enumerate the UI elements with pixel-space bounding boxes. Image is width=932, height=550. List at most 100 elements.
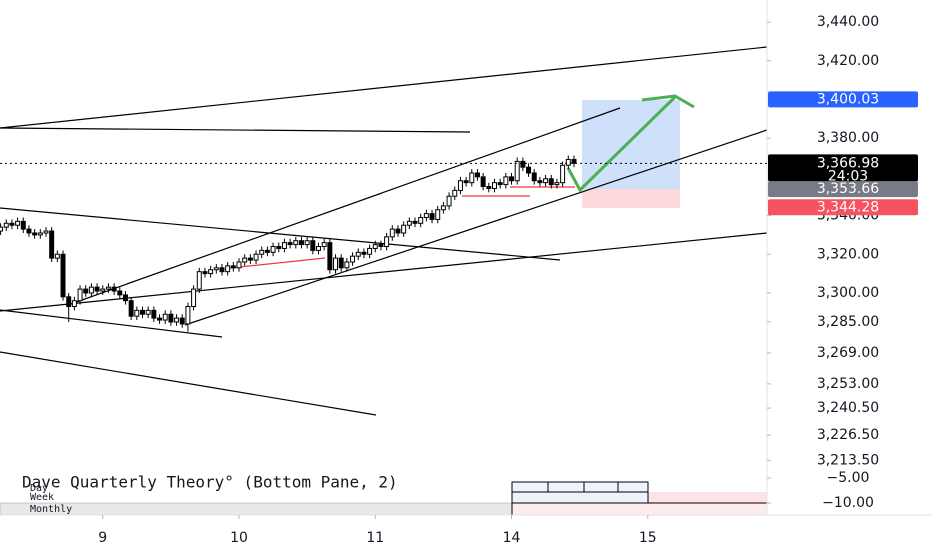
candle-body: [378, 244, 384, 248]
price-badge-label: 3,344.28: [817, 199, 879, 215]
candle-body: [32, 232, 38, 236]
candle-body: [514, 160, 520, 182]
x-tick-label: 9: [98, 530, 107, 546]
candle-body: [509, 176, 515, 182]
candle-body: [0, 226, 4, 232]
candle-body: [469, 172, 475, 184]
trend-line: [0, 309, 223, 338]
candle-body: [452, 189, 458, 197]
candle-body: [520, 160, 526, 168]
indicator-box: [511, 502, 768, 516]
candle-body: [486, 186, 492, 189]
candle-body: [435, 209, 441, 220]
trend-line: [0, 351, 377, 416]
candle-body: [304, 240, 310, 246]
candle-body: [298, 240, 304, 246]
candle-body: [196, 271, 202, 290]
candle-body: [333, 257, 339, 271]
indicator-title: Dave Quarterly Theory° (Bottom Pane, 2): [22, 473, 398, 492]
candle-body: [20, 220, 26, 230]
candle-body: [537, 180, 543, 184]
candle-body: [474, 172, 480, 178]
indicator-pane: Day Week Monthly Dave Quarterly Theory° …: [0, 473, 768, 516]
candle-body: [361, 251, 367, 255]
indicator-row-label: Monthly: [30, 504, 72, 515]
price-badge-label: 3,400.03: [817, 91, 879, 107]
candle-body: [191, 288, 197, 307]
candle-body: [406, 220, 412, 226]
candle-body: [321, 242, 327, 248]
candle-body: [281, 242, 287, 249]
candle-body: [560, 164, 566, 184]
candle-body: [3, 222, 9, 228]
price-badge: [768, 181, 918, 198]
candle-body: [287, 242, 293, 246]
candle-body: [157, 317, 163, 321]
candle-body: [66, 296, 72, 307]
candle-body: [117, 290, 123, 296]
candle-body: [372, 244, 378, 249]
candles: [0, 155, 577, 332]
price-badge: [768, 154, 918, 182]
price-badge-label: 3,353.66: [817, 181, 879, 197]
candle-body: [71, 300, 77, 307]
candle-body: [440, 205, 446, 211]
candle-body: [344, 261, 350, 269]
countdown-label: 24:03: [828, 168, 868, 184]
candle-body: [174, 317, 180, 323]
position-target-zone: [582, 100, 680, 189]
candle-body: [276, 246, 282, 249]
candle-body: [60, 253, 66, 298]
y-tick-label: 3,380.00: [817, 130, 879, 146]
candle-body: [338, 257, 344, 269]
y-tick-label: 3,253.00: [817, 376, 879, 392]
y-tick-label: 3,440.00: [817, 14, 879, 30]
horizontal-line: [0, 127, 471, 133]
candle-body: [446, 195, 452, 207]
candle-body: [26, 228, 32, 234]
position-stop-zone: [582, 189, 680, 208]
indicator-row-label: Week: [30, 492, 54, 503]
candle-body: [367, 247, 373, 255]
candle-body: [49, 230, 55, 259]
candle-body: [310, 240, 316, 251]
candle-body: [242, 257, 248, 263]
candle-body: [384, 236, 390, 248]
candle-body: [412, 220, 418, 224]
candle-body: [389, 228, 395, 238]
y-tick-label: 3,300.00: [817, 285, 879, 301]
candle-body: [316, 246, 321, 251]
trend-line: [0, 232, 768, 312]
candle-body: [401, 224, 407, 234]
candle-body: [179, 317, 185, 325]
candle-body: [9, 222, 15, 226]
candle-body: [128, 300, 134, 317]
price-badge: [768, 199, 918, 216]
candle-body: [548, 178, 554, 186]
candle-body: [253, 253, 259, 261]
candle-body: [94, 286, 100, 292]
y-tick-label: 3,240.50: [817, 400, 879, 416]
candle-body: [236, 261, 242, 269]
candle-body: [168, 313, 174, 323]
x-tick-label: 14: [503, 530, 521, 546]
candle-body: [208, 269, 214, 275]
candle-body: [526, 166, 532, 174]
projection-arrow: [566, 95, 677, 193]
y-tick-label: 3,213.50: [817, 452, 879, 468]
candle-body: [457, 180, 463, 191]
candle-body: [140, 309, 145, 315]
candle-body: [355, 251, 361, 257]
candle-body: [100, 288, 106, 292]
candle-body: [151, 309, 157, 319]
candle-body: [162, 313, 168, 321]
candle-body: [259, 249, 265, 255]
y-tick-label: 3,226.50: [817, 427, 879, 443]
channel-lower: [184, 129, 768, 326]
trend-line: [0, 207, 561, 261]
candle-body: [327, 242, 333, 271]
candle-body: [395, 228, 401, 234]
candle-body: [37, 232, 43, 236]
candle-body: [429, 213, 435, 220]
candle-body: [571, 158, 577, 164]
